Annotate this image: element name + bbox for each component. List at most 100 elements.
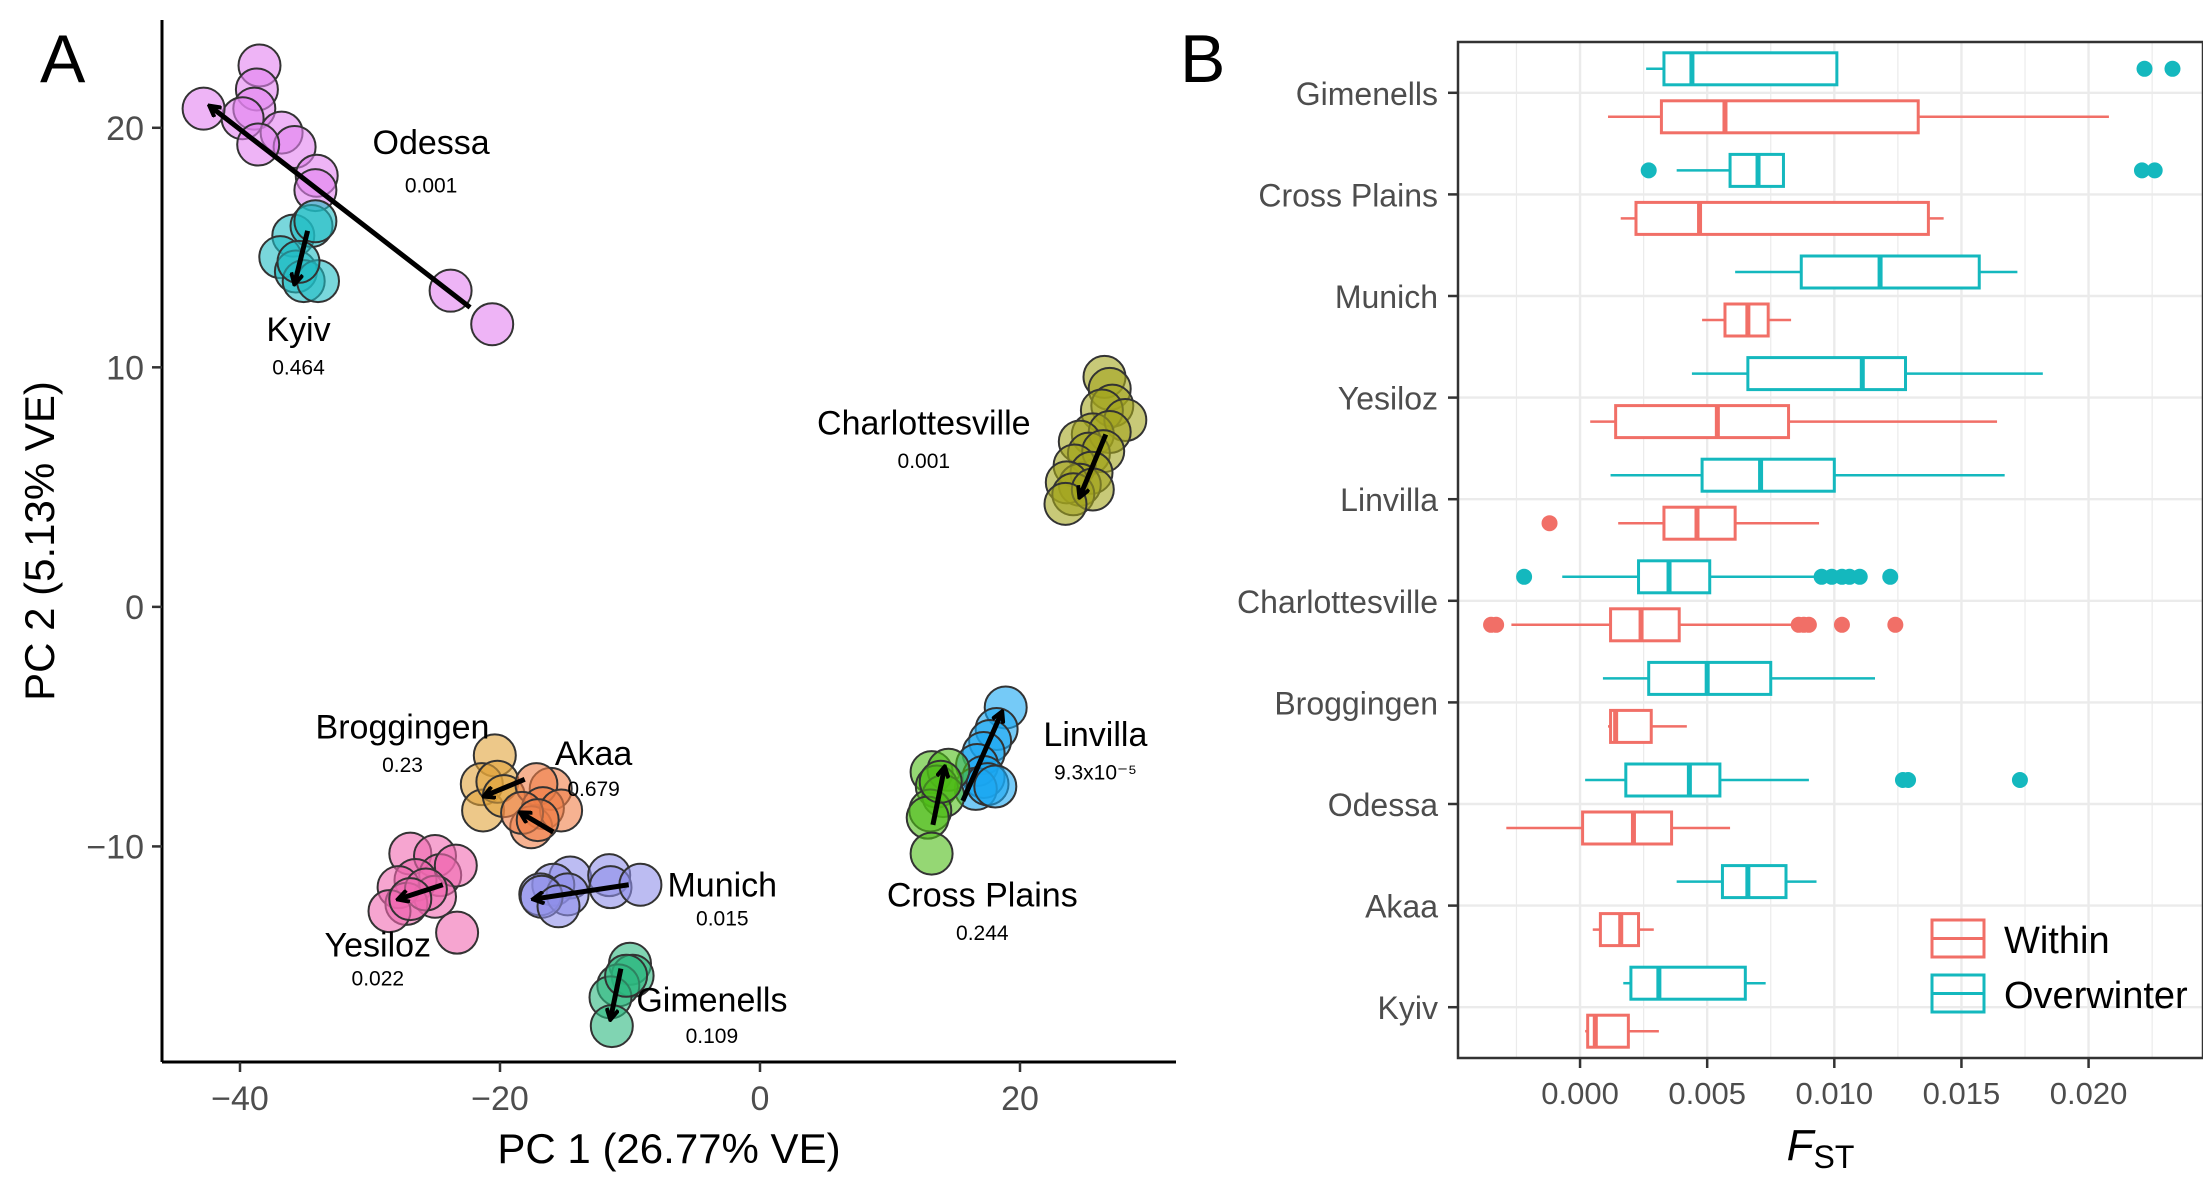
category-label-gimenells: Gimenells (1296, 76, 1438, 112)
arrow-odessa (210, 106, 472, 310)
x-axis-title-main: F (1787, 1121, 1816, 1170)
box-overwinter-linvilla (1700, 457, 1836, 493)
outlier-within (1488, 616, 1505, 633)
group-label-linvilla: Linvilla (1043, 716, 1147, 754)
point-odessa (470, 302, 515, 347)
x-tick-label: 0.020 (2050, 1076, 2128, 1111)
group-label-gimenells: Gimenells (636, 982, 787, 1020)
category-label-odessa: Odessa (1328, 787, 1438, 823)
arrow-linvilla (960, 712, 1002, 802)
x-tick-label: −20 (471, 1080, 529, 1118)
group-value-gimenells: 0.109 (686, 1025, 739, 1048)
box-within-charlottesville (1609, 607, 1681, 643)
outlier-overwinter (1640, 162, 1657, 179)
panel-label-b: B (1180, 21, 1225, 97)
arrow-gimenells (611, 968, 624, 1019)
box-overwinter-akaa (1720, 864, 1788, 900)
x-axis-title: PC 1 (26.77% VE) (497, 1125, 840, 1172)
category-label-kyiv: Kyiv (1378, 990, 1438, 1026)
category-label-charlottesville: Charlottesville (1237, 584, 1438, 620)
group-value-kyiv: 0.464 (272, 357, 325, 380)
outlier-within (1887, 616, 1904, 633)
plot-border (1456, 40, 2203, 1060)
group-value-broggingen: 0.23 (382, 754, 423, 777)
category-label-akaa: Akaa (1365, 889, 1438, 925)
arrow-cross-plains (930, 767, 945, 826)
group-label-odessa: Odessa (373, 124, 490, 162)
point-yesiloz (388, 877, 433, 922)
box-within-linvilla (1662, 505, 1737, 541)
group-value-cross-plains: 0.244 (956, 922, 1009, 945)
box-overwinter-yesiloz (1746, 356, 1908, 392)
outlier-overwinter (1882, 568, 1899, 585)
category-label-cross-plains: Cross Plains (1258, 177, 1438, 213)
y-axis-title: PC 2 (5.13% VE) (16, 381, 63, 701)
x-axis-title-subscript: ST (1814, 1139, 1855, 1175)
outlier-overwinter (1516, 568, 1533, 585)
outlier-overwinter (2133, 162, 2150, 179)
group-label-cross-plains: Cross Plains (887, 876, 1078, 914)
point-charlottesville (1043, 481, 1088, 526)
y-tick-label: −10 (86, 828, 144, 866)
outlier-within (1833, 616, 1850, 633)
outlier-overwinter (2136, 60, 2153, 77)
group-value-munich: 0.015 (696, 907, 749, 930)
point-yesiloz (433, 843, 478, 888)
x-tick-label: 0.010 (1796, 1076, 1874, 1111)
box-overwinter-broggingen (1647, 660, 1773, 696)
box-within-cross-plains (1634, 200, 1930, 236)
box-overwinter-odessa (1624, 762, 1722, 798)
category-label-yesiloz: Yesiloz (1338, 381, 1438, 417)
box-within-yesiloz (1614, 404, 1791, 440)
box-overwinter-munich (1799, 254, 1981, 290)
x-tick-label: 0.000 (1541, 1076, 1619, 1111)
arrow-akaa (521, 813, 555, 835)
outlier-overwinter (2164, 60, 2181, 77)
category-label-munich: Munich (1335, 279, 1438, 315)
legend-label-within: Within (2004, 920, 2110, 962)
arrow-broggingen (484, 777, 526, 796)
box-within-odessa (1581, 810, 1674, 846)
fst-boxplot-panel: Gimenells Cross Plains Munich Yesiloz Linvil… (1237, 40, 2203, 1175)
x-tick-label: 0 (751, 1080, 770, 1118)
box-overwinter-kyiv (1629, 965, 1747, 1001)
legend-label-overwinter: Overwinter (2004, 975, 2188, 1017)
x-tick-label: 0.015 (1923, 1076, 2001, 1111)
outlier-overwinter (1851, 568, 1868, 585)
x-tick-label: 0.005 (1668, 1076, 1746, 1111)
outlier-overwinter (2011, 772, 2028, 788)
arrow-kyiv (295, 230, 311, 284)
legend: Within Overwinter (1930, 918, 2188, 1017)
arrow-munich (534, 882, 630, 899)
y-tick-label: 10 (106, 349, 144, 387)
group-label-charlottesville: Charlottesville (817, 404, 1031, 442)
category-label-broggingen: Broggingen (1274, 685, 1438, 721)
point-cross-plains (909, 831, 954, 876)
group-value-charlottesville: 0.001 (898, 450, 951, 473)
group-label-akaa: Akaa (555, 735, 633, 773)
point-yesiloz (435, 910, 480, 955)
pca-scatter-panel: −40 −20 0 20 −10 0 10 20 PC 1 (26.77% VE) PC 2 (5… (16, 20, 1176, 1172)
outlier-within (1541, 515, 1558, 532)
y-tick-label: 20 (106, 110, 144, 148)
arrow-charlottesville (1080, 433, 1109, 496)
category-label-linvilla: Linvilla (1340, 482, 1438, 518)
outlier-within (1800, 616, 1817, 633)
group-value-linvilla: 9.3x10⁻⁵ (1054, 761, 1137, 784)
arrow-yesiloz (399, 882, 444, 899)
group-label-broggingen: Broggingen (316, 709, 490, 747)
x-axis-title: FST (1787, 1121, 1855, 1175)
group-value-akaa: 0.679 (567, 778, 620, 801)
outlier-overwinter (2146, 162, 2163, 179)
group-label-yesiloz: Yesiloz (325, 927, 431, 965)
x-tick-label: 20 (1001, 1080, 1039, 1118)
point-odessa (181, 86, 226, 131)
panel-label-a: A (40, 21, 86, 97)
point-kyiv (293, 199, 338, 244)
y-tick-label: 0 (125, 589, 144, 627)
outlier-overwinter (1900, 772, 1917, 788)
group-value-odessa: 0.001 (405, 174, 458, 197)
group-label-munich: Munich (667, 867, 777, 905)
box-within-gimenells (1659, 99, 1920, 135)
